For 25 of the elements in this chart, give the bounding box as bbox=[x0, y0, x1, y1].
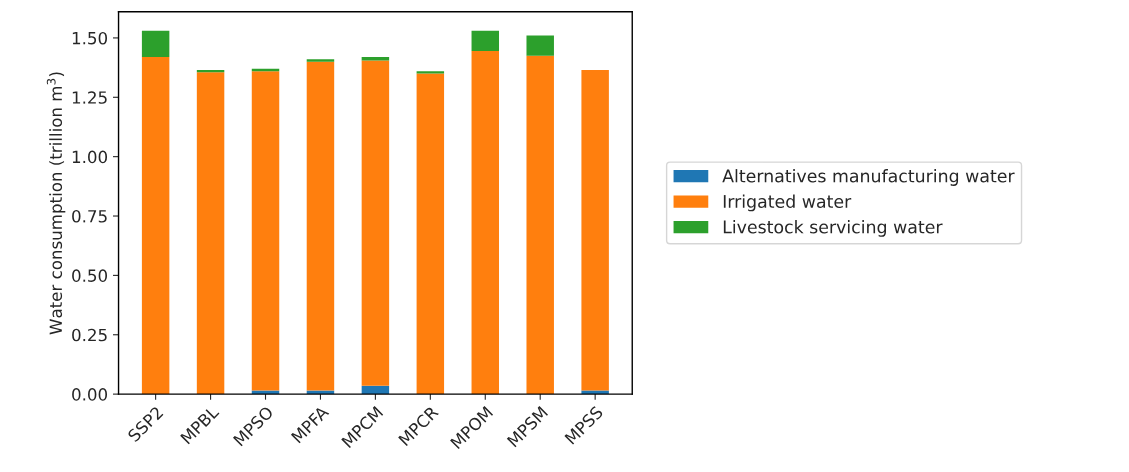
bar bbox=[526, 35, 554, 56]
legend-label: Irrigated water bbox=[723, 194, 852, 212]
y-axis-title: Water consumption (trillion m$^{3}$) bbox=[46, 72, 66, 335]
legend-label: Alternatives manufacturing water bbox=[722, 169, 1015, 186]
bar bbox=[471, 50, 500, 395]
bar bbox=[251, 71, 280, 391]
bar bbox=[141, 56, 170, 395]
y-tick-label: 0.25 bbox=[72, 328, 107, 342]
bar bbox=[196, 72, 225, 395]
y-tick-label: 1.25 bbox=[72, 91, 107, 104]
bar bbox=[306, 61, 335, 391]
bar bbox=[581, 69, 609, 391]
bar bbox=[141, 30, 170, 57]
bar bbox=[361, 60, 390, 386]
y-tick-label: 1.00 bbox=[72, 150, 108, 164]
bar bbox=[416, 73, 445, 395]
bar bbox=[526, 55, 554, 395]
bar bbox=[306, 59, 335, 62]
bar bbox=[471, 30, 500, 51]
legend-label: Livestock servicing water bbox=[723, 220, 943, 237]
bar bbox=[416, 71, 445, 74]
y-tick-label: 0.50 bbox=[72, 269, 108, 282]
y-tick-label: 0.00 bbox=[72, 388, 108, 401]
y-tick-label: 1.50 bbox=[72, 31, 108, 45]
y-tick-label: 0.75 bbox=[72, 209, 107, 223]
